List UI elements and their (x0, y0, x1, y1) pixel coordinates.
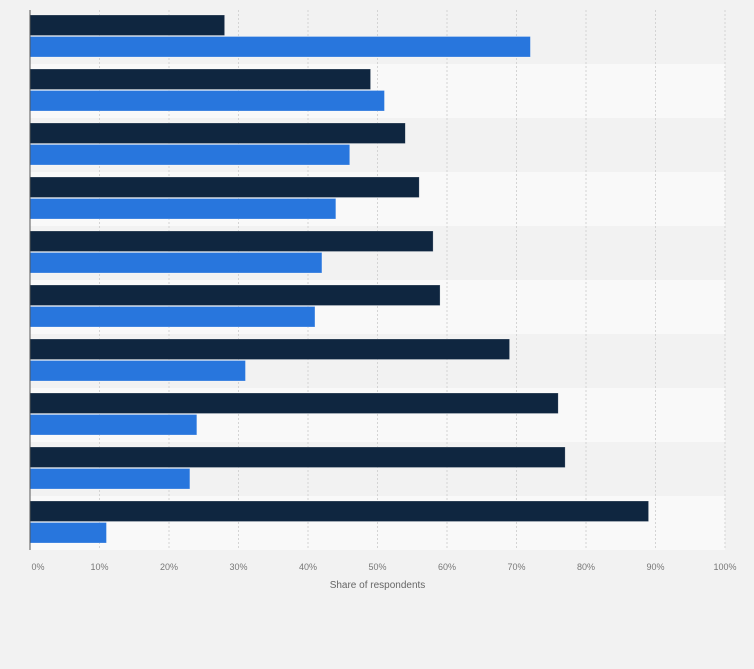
bar-1-8 (29, 392, 559, 414)
x-tick-label: 80% (577, 562, 595, 572)
x-tick-label: 20% (160, 562, 178, 572)
x-tick-label: 0% (31, 562, 44, 572)
bar-2-2 (29, 90, 385, 112)
bar-1-3 (29, 122, 406, 144)
bar-1-9 (29, 446, 566, 468)
x-tick-label: 70% (507, 562, 525, 572)
bar-2-7 (29, 360, 246, 382)
x-tick-label: 40% (299, 562, 317, 572)
bar-2-9 (29, 468, 191, 490)
bar-1-5 (29, 230, 434, 252)
x-axis-title: Share of respondents (330, 580, 426, 591)
bar-1-6 (29, 284, 441, 306)
bar-2-1 (29, 36, 531, 58)
bar-1-1 (29, 14, 225, 36)
bar-2-4 (29, 198, 337, 220)
bar-1-7 (29, 338, 510, 360)
bar-2-8 (29, 414, 198, 436)
bar-2-3 (29, 144, 351, 166)
bar-2-5 (29, 252, 323, 274)
x-tick-label: 100% (713, 562, 736, 572)
bar-2-6 (29, 306, 316, 328)
x-tick-label: 10% (90, 562, 108, 572)
x-tick-label: 30% (229, 562, 247, 572)
bar-2-10 (29, 522, 107, 544)
x-tick-label: 60% (438, 562, 456, 572)
bar-1-4 (29, 176, 420, 198)
bar-1-2 (29, 68, 371, 90)
bar-1-10 (29, 500, 649, 522)
x-tick-label: 90% (646, 562, 664, 572)
x-tick-label: 50% (368, 562, 386, 572)
